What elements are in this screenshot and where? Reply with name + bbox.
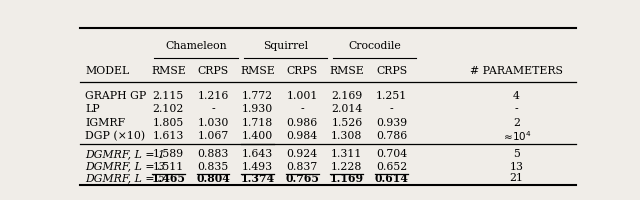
Text: RMSE: RMSE [151,65,186,75]
Text: 0.614: 0.614 [374,172,408,183]
Text: 1.643: 1.643 [242,148,273,158]
Text: 1.493: 1.493 [242,161,273,171]
Text: GRAPH GP: GRAPH GP [85,91,146,101]
Text: 0.765: 0.765 [285,172,319,183]
Text: 1.228: 1.228 [331,161,362,171]
Text: 0.924: 0.924 [287,148,318,158]
Text: 0.652: 0.652 [376,161,407,171]
Text: 0.786: 0.786 [376,131,407,141]
Text: 0.837: 0.837 [287,161,318,171]
Text: # PARAMETERS: # PARAMETERS [470,65,563,75]
Text: 2.014: 2.014 [332,104,362,114]
Text: -: - [390,104,394,114]
Text: 0.804: 0.804 [196,172,230,183]
Text: 21: 21 [509,173,524,183]
Text: -: - [515,104,518,114]
Text: 1.805: 1.805 [153,117,184,127]
Text: -: - [300,104,304,114]
Text: 1.374: 1.374 [241,172,275,183]
Text: MODEL: MODEL [85,65,129,75]
Text: CRPS: CRPS [197,65,228,75]
Text: Squirrel: Squirrel [263,41,308,51]
Text: CRPS: CRPS [376,65,407,75]
Text: DGMRF, L = 3: DGMRF, L = 3 [85,161,165,171]
Text: 2.115: 2.115 [153,91,184,101]
Text: 1.030: 1.030 [197,117,228,127]
Text: 5: 5 [513,148,520,158]
Text: 2: 2 [513,117,520,127]
Text: -: - [211,104,215,114]
Text: 1.308: 1.308 [331,131,362,141]
Text: 0.984: 0.984 [287,131,318,141]
Text: 2.169: 2.169 [332,91,362,101]
Text: 1.589: 1.589 [153,148,184,158]
Text: DGMRF, L = 5: DGMRF, L = 5 [85,173,165,183]
Text: RMSE: RMSE [330,65,364,75]
Text: 2.102: 2.102 [152,104,184,114]
Text: 4: 4 [513,91,520,101]
Text: 13: 13 [509,161,524,171]
Text: 1.001: 1.001 [287,91,318,101]
Text: 1.772: 1.772 [242,91,273,101]
Text: 0.835: 0.835 [197,161,228,171]
Text: CRPS: CRPS [287,65,318,75]
Text: 1.169: 1.169 [330,172,364,183]
Text: DGP (×10): DGP (×10) [85,131,145,141]
Text: LP: LP [85,104,100,114]
Text: 1.216: 1.216 [197,91,228,101]
Text: 0.704: 0.704 [376,148,407,158]
Text: 1.311: 1.311 [331,148,362,158]
Text: $\approx\!10^{4}$: $\approx\!10^{4}$ [501,129,532,143]
Text: DGMRF, L = 1: DGMRF, L = 1 [85,148,165,158]
Text: 1.465: 1.465 [151,172,186,183]
Text: 1.511: 1.511 [153,161,184,171]
Text: 0.883: 0.883 [197,148,228,158]
Text: 1.067: 1.067 [197,131,228,141]
Text: 1.930: 1.930 [242,104,273,114]
Text: 1.400: 1.400 [242,131,273,141]
Text: IGMRF: IGMRF [85,117,125,127]
Text: 1.526: 1.526 [332,117,362,127]
Text: Crocodile: Crocodile [348,41,401,51]
Text: 1.718: 1.718 [242,117,273,127]
Text: 0.986: 0.986 [287,117,318,127]
Text: 0.939: 0.939 [376,117,407,127]
Text: RMSE: RMSE [240,65,275,75]
Text: 1.251: 1.251 [376,91,407,101]
Text: 1.613: 1.613 [152,131,184,141]
Text: Chameleon: Chameleon [165,41,227,51]
